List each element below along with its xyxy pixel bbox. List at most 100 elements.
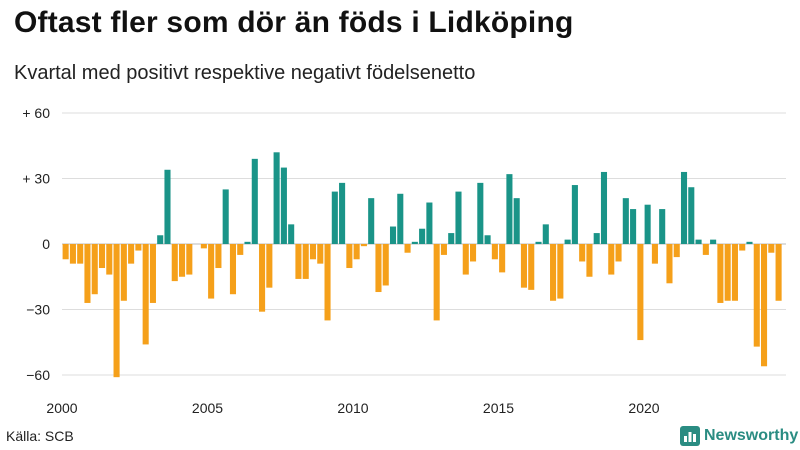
bar [142,244,149,345]
bar [455,191,462,244]
bar [673,244,680,258]
bar [440,244,447,255]
bar [91,244,98,295]
bar [353,244,360,260]
bar [128,244,135,264]
x-tick-label: 2000 [46,400,77,416]
bar [237,244,244,255]
bar [244,241,251,244]
bar [731,244,738,301]
x-tick-label: 2020 [628,400,659,416]
bar [520,244,528,288]
bar [753,244,760,347]
bar [280,167,287,244]
x-tick-label: 2005 [192,400,223,416]
bar [746,241,753,244]
bar [484,235,491,244]
bar [389,226,397,244]
bar [360,244,367,247]
bar [251,158,258,244]
bar [135,244,142,251]
bar [477,182,484,244]
bar [528,244,535,290]
bar [499,244,506,273]
bar [295,244,302,279]
bar [215,244,222,269]
bar [266,244,273,288]
bar [273,152,280,244]
bar [98,244,106,269]
bar [411,241,418,244]
bar [113,244,120,378]
bar [644,204,651,244]
bar [62,244,69,260]
bar [179,244,186,277]
bar [157,235,164,244]
bar [768,244,775,253]
y-axis-labels: + 60 + 30 0 −30 −60 [22,105,50,383]
bar [513,198,520,244]
bar [259,244,266,312]
bar [651,244,658,264]
bar [448,233,455,244]
bar [404,244,411,253]
source-note: Källa: SCB [6,428,74,444]
bar [470,244,477,262]
bar [229,244,237,295]
bar [550,244,557,301]
bar [317,244,324,264]
bar [491,244,498,260]
bars [62,152,782,378]
bar [331,191,338,244]
brand-logo[interactable]: Newsworthy [680,426,798,446]
bar [208,244,215,299]
bar [120,244,127,301]
bar [288,224,295,244]
bar [106,244,113,275]
bar [695,239,702,244]
bar [535,241,542,244]
bar [462,244,469,275]
bar [222,189,229,244]
bar [688,187,695,244]
bar [149,244,156,303]
bar [433,244,440,321]
bar [200,244,207,249]
bar-chart: + 60 + 30 0 −30 −60 2000 2005 2010 2015 2020 [22,105,786,416]
bar [368,198,375,244]
bar [382,244,389,286]
bar [375,244,382,293]
x-tick-label: 2015 [483,400,514,416]
bar [710,239,717,244]
bar [724,244,731,301]
bar [397,193,404,244]
bar [680,171,688,244]
y-tick-label: 0 [42,236,50,252]
bar [761,244,768,367]
bar [739,244,746,251]
bar [324,244,331,321]
y-tick-label: −30 [26,302,50,318]
bar [615,244,622,262]
bar [717,244,724,303]
bar [84,244,91,303]
bar [506,174,513,244]
bar [666,244,673,284]
bar [557,244,564,299]
bar [542,224,549,244]
bar [309,244,317,260]
x-tick-label: 2010 [337,400,368,416]
y-tick-label: −60 [26,367,50,383]
brand-name: Newsworthy [704,427,799,444]
chart-title: Oftast fler som dör än föds i Lidköping [14,6,574,39]
bar [164,169,171,244]
bar [622,198,629,244]
bar [346,244,353,269]
bar [171,244,178,282]
bar [630,209,637,244]
bar-chart-logo-icon [680,426,700,446]
y-tick-label: + 60 [22,105,50,121]
bar [608,244,615,275]
bar [339,182,346,244]
bar [426,202,433,244]
